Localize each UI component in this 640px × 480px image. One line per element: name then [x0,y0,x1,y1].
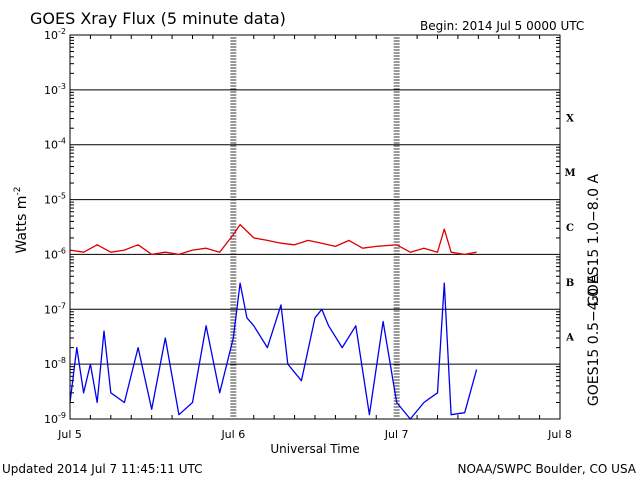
y-tick-base: 10 [44,29,58,42]
y-tick-base: 10 [44,84,58,97]
x-tick-label: Jul 6 [220,428,245,441]
legend-short: GOES15 0.5−4.0 A [586,274,602,407]
y-tick-exp: -4 [58,137,66,146]
flare-class-labels: A B C M X [564,113,575,343]
y-tick-base: 10 [44,139,58,152]
flare-class-a: A [565,333,574,344]
y-tick-base: 10 [44,413,58,426]
legend-long-label: GOES15 1.0−8.0 A [586,174,602,307]
updated-label: Updated 2014 Jul 7 11:45:11 UTC [2,462,202,476]
svg-text:Watts m-2: Watts m-2 [13,187,30,254]
y-tick-base: 10 [44,358,58,371]
y-tick-exp: -9 [58,411,66,420]
flare-class-b: B [566,278,574,289]
x-tick-label: Jul 8 [547,428,572,441]
series-short-line [69,282,478,420]
y-tick-base: 10 [44,248,58,261]
x-tick-labels: Jul 5 Jul 6 Jul 7 Jul 8 [57,428,572,441]
y-tick-exp: -8 [58,356,66,365]
flare-class-m: M [564,168,575,179]
legend-long: GOES15 1.0−8.0 A [586,174,602,307]
y-tick-label: 10-8 [44,356,66,371]
y-tick-label: 10-5 [44,192,66,207]
y-tick-exp: -7 [58,301,66,310]
y-tick-exp: -6 [58,246,66,255]
y-tick-base: 10 [44,303,58,316]
x-axis-label: Universal Time [270,442,359,456]
gridlines [70,34,560,417]
axis-ticks [70,35,560,419]
flare-class-x: X [566,113,574,124]
y-axis-label-text: Watts m [14,196,30,254]
y-tick-exp: -5 [58,192,66,201]
y-tick-label: 10-2 [44,27,66,42]
series-lines [69,223,478,420]
y-tick-label: 10-6 [44,246,66,261]
y-tick-exp: -3 [58,82,66,91]
y-tick-label: 10-9 [44,411,66,426]
y-axis-label: Watts m-2 [13,187,30,254]
credit-label: NOAA/SWPC Boulder, CO USA [458,462,637,476]
y-axis-label-exp: -2 [13,187,23,196]
chart-title: GOES Xray Flux (5 minute data) [30,9,286,28]
y-tick-exp: -2 [58,27,66,36]
y-tick-label: 10-7 [44,301,66,316]
y-tick-label: 10-3 [44,82,66,97]
y-tick-label: 10-4 [44,137,66,152]
legend-short-label: GOES15 0.5−4.0 A [586,274,602,407]
series-long-line [69,223,477,256]
y-tick-base: 10 [44,194,58,207]
y-tick-labels: 10-910-810-710-610-510-410-310-2 [44,27,66,426]
flare-class-c: C [566,223,574,234]
x-tick-label: Jul 7 [384,428,409,441]
x-tick-label: Jul 5 [57,428,82,441]
plot-frame [69,34,561,420]
begin-label: Begin: 2014 Jul 5 0000 UTC [420,19,584,33]
